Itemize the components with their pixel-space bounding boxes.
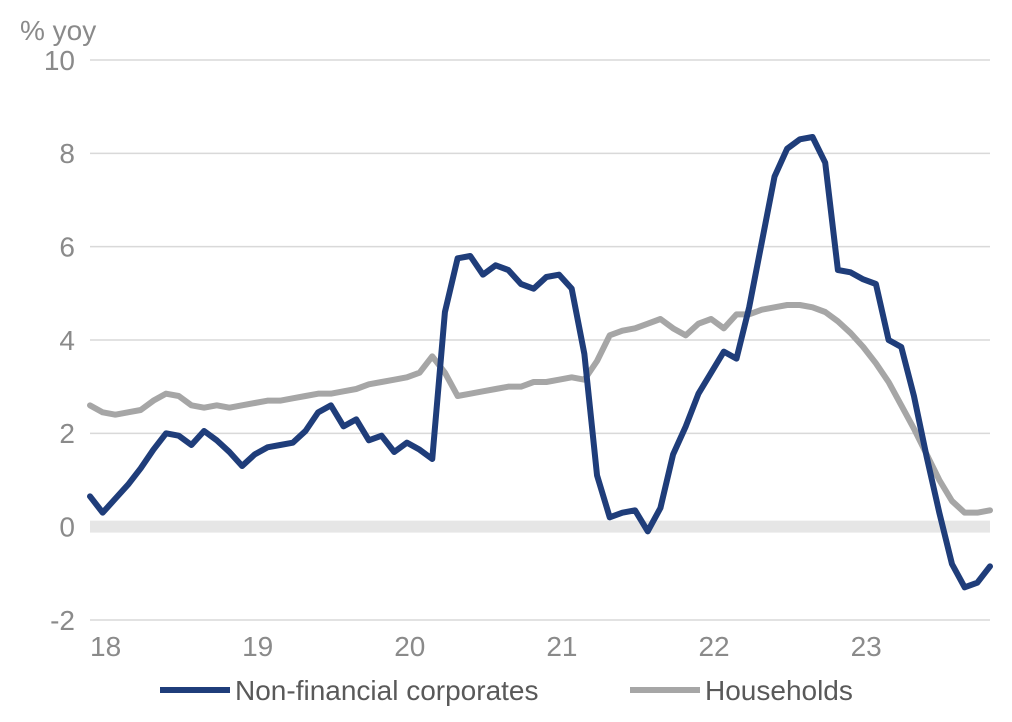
x-tick-label: 21 bbox=[546, 631, 577, 662]
y-axis-title: % yoy bbox=[20, 15, 96, 46]
x-tick-label: 20 bbox=[394, 631, 425, 662]
y-tick-label: 8 bbox=[59, 138, 75, 169]
chart-container: -2 0 2 4 6 8 10 18 19 20 21 22 23 % yoy Non-financial … bbox=[0, 0, 1012, 722]
y-tick-label: 4 bbox=[59, 325, 75, 356]
x-tick-label: 23 bbox=[851, 631, 882, 662]
y-tick-label: 0 bbox=[59, 511, 75, 542]
line-chart: -2 0 2 4 6 8 10 18 19 20 21 22 23 % yoy Non-financial … bbox=[0, 0, 1012, 722]
legend-label-hh: Households bbox=[705, 675, 853, 706]
x-tick-label: 22 bbox=[698, 631, 729, 662]
x-tick-label: 18 bbox=[90, 631, 121, 662]
y-tick-label: 2 bbox=[59, 418, 75, 449]
y-tick-label: -2 bbox=[50, 605, 75, 636]
legend-label-nfc: Non-financial corporates bbox=[235, 675, 539, 706]
x-tick-label: 19 bbox=[242, 631, 273, 662]
chart-background bbox=[0, 0, 1012, 722]
y-tick-label: 6 bbox=[59, 231, 75, 262]
y-tick-label: 10 bbox=[44, 45, 75, 76]
